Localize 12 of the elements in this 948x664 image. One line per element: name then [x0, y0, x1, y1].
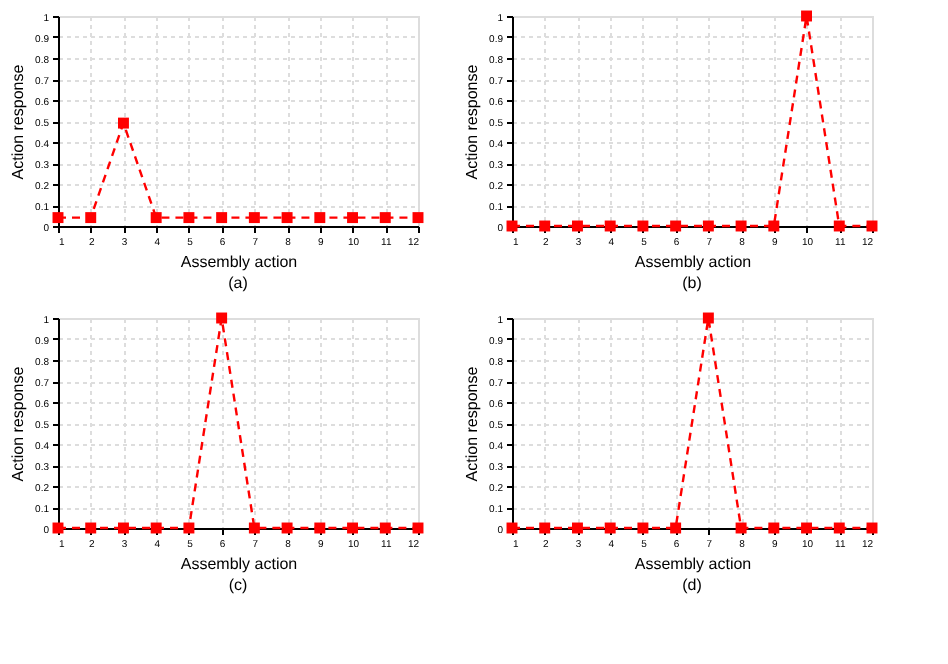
x-axis-title: Assembly action: [180, 555, 298, 573]
y-axis-title: Action response: [9, 63, 28, 180]
x-axis-title: Assembly action: [634, 253, 752, 271]
text: (d): [682, 576, 703, 594]
x-axis-title: Assembly action: [180, 253, 298, 271]
text: (b): [682, 274, 703, 292]
y-axis-title: Action response: [463, 63, 482, 180]
y-axis-title: Action response: [9, 365, 28, 482]
y-axis-title: Action response: [463, 365, 482, 482]
text: (a): [228, 274, 249, 292]
text: (c): [228, 576, 248, 594]
x-axis-title: Assembly action: [634, 555, 752, 573]
